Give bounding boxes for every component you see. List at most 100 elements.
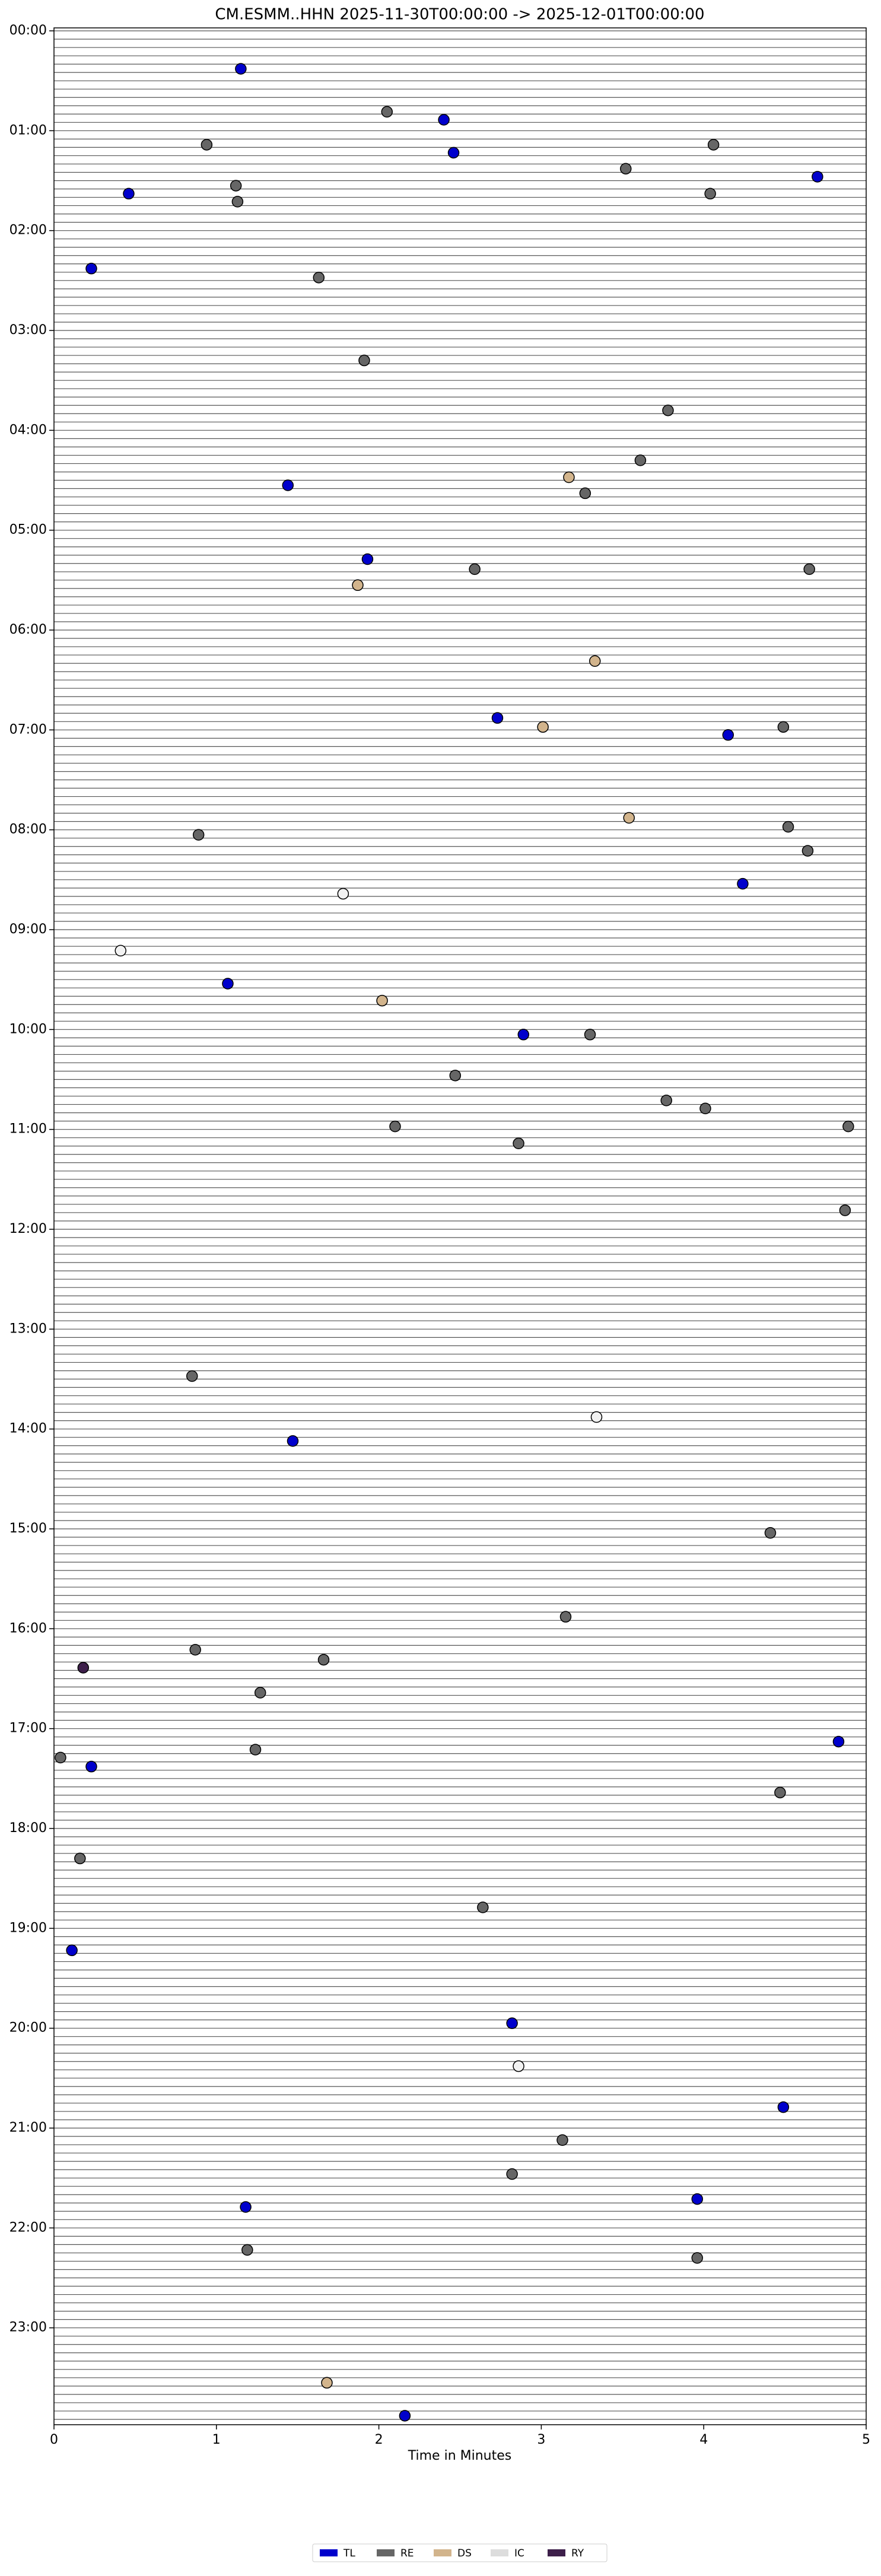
event-marker <box>313 272 325 284</box>
y-tick-label: 12:00 <box>9 1222 47 1236</box>
event-marker <box>506 2168 518 2180</box>
event-marker <box>399 2410 411 2422</box>
event-marker <box>803 563 815 575</box>
legend-label: TL <box>343 2548 355 2559</box>
event-marker <box>506 2017 518 2030</box>
y-tick-label: 17:00 <box>9 1721 47 1736</box>
event-marker <box>699 1102 711 1115</box>
x-tick-label: 4 <box>699 2432 708 2447</box>
event-marker <box>559 1611 572 1623</box>
y-tick-label: 16:00 <box>9 1621 47 1636</box>
event-marker <box>85 1760 97 1773</box>
event-marker <box>777 2101 790 2113</box>
event-marker <box>254 1687 266 1699</box>
event-marker <box>201 139 213 151</box>
event-marker <box>55 1751 66 1764</box>
event-marker <box>235 63 247 75</box>
chart-title: CM.ESMM..HHN 2025-11-30T00:00:00 -> 2025… <box>215 6 704 24</box>
event-marker <box>842 1120 854 1133</box>
event-marker <box>839 1204 851 1216</box>
event-marker <box>477 1901 489 1913</box>
x-tick-label: 1 <box>212 2432 221 2447</box>
event-marker <box>230 180 242 192</box>
event-marker <box>584 1029 596 1041</box>
y-tick-label: 11:00 <box>9 1122 47 1137</box>
event-marker <box>737 877 749 890</box>
event-marker <box>321 2377 333 2389</box>
event-marker <box>660 1095 672 1106</box>
event-marker <box>74 1852 86 1865</box>
event-marker <box>381 106 393 118</box>
event-marker <box>77 1662 90 1674</box>
event-marker <box>623 812 635 824</box>
event-marker <box>352 579 364 591</box>
event-marker <box>537 721 549 733</box>
event-marker <box>189 1643 201 1656</box>
event-marker <box>722 729 734 741</box>
y-tick-label: 21:00 <box>9 2120 47 2135</box>
event-marker <box>66 1944 78 1957</box>
event-marker <box>691 2193 703 2205</box>
event-marker <box>115 944 127 957</box>
event-marker <box>764 1527 777 1539</box>
event-marker <box>513 1137 524 1150</box>
event-marker <box>620 163 632 175</box>
event-marker <box>662 404 674 416</box>
event-marker <box>222 978 234 990</box>
y-tick-label: 04:00 <box>9 422 47 437</box>
legend-swatch <box>377 2549 395 2556</box>
event-marker <box>186 1370 198 1382</box>
event-marker <box>802 845 814 857</box>
event-marker <box>704 187 716 200</box>
y-tick-label: 05:00 <box>9 523 47 538</box>
y-tick-label: 09:00 <box>9 922 47 937</box>
event-marker <box>389 1120 401 1133</box>
y-tick-label: 03:00 <box>9 323 47 338</box>
legend-swatch <box>548 2549 565 2556</box>
legend-label: RY <box>571 2548 584 2559</box>
event-marker <box>337 888 349 900</box>
x-tick-label: 0 <box>50 2432 58 2447</box>
y-tick-label: 18:00 <box>9 1821 47 1836</box>
event-marker <box>513 2060 524 2072</box>
event-marker <box>691 2252 703 2264</box>
event-marker <box>589 655 601 667</box>
event-marker <box>634 454 647 466</box>
y-tick-label: 02:00 <box>9 223 47 238</box>
event-marker <box>123 187 135 200</box>
event-marker <box>782 820 794 833</box>
legend-label: DS <box>457 2548 472 2559</box>
event-marker <box>240 2201 252 2213</box>
legend-swatch <box>491 2549 508 2556</box>
y-tick-label: 01:00 <box>9 123 47 138</box>
event-marker <box>579 487 591 500</box>
event-marker <box>376 994 388 1007</box>
x-tick-label: 2 <box>375 2432 383 2447</box>
event-marker <box>282 479 294 491</box>
y-tick-label: 07:00 <box>9 722 47 737</box>
event-marker <box>358 354 370 367</box>
y-tick-label: 20:00 <box>9 2021 47 2036</box>
event-marker <box>491 712 504 724</box>
event-marker <box>832 1735 845 1748</box>
y-tick-label: 22:00 <box>9 2220 47 2235</box>
event-marker <box>287 1435 299 1447</box>
y-tick-label: 10:00 <box>9 1022 47 1036</box>
plot-frame <box>53 27 867 2425</box>
y-tick-label: 15:00 <box>9 1521 47 1536</box>
y-tick-label: 06:00 <box>9 622 47 637</box>
event-marker <box>447 147 460 159</box>
legend-swatch <box>434 2549 451 2556</box>
event-marker <box>85 262 97 275</box>
y-tick-label: 08:00 <box>9 822 47 837</box>
event-marker <box>556 2134 568 2146</box>
event-marker <box>469 563 481 575</box>
event-marker <box>563 471 575 484</box>
legend-box <box>312 2543 608 2562</box>
event-marker <box>812 171 823 183</box>
event-marker <box>241 2244 253 2256</box>
event-marker <box>517 1029 530 1041</box>
event-marker <box>449 1070 462 1082</box>
